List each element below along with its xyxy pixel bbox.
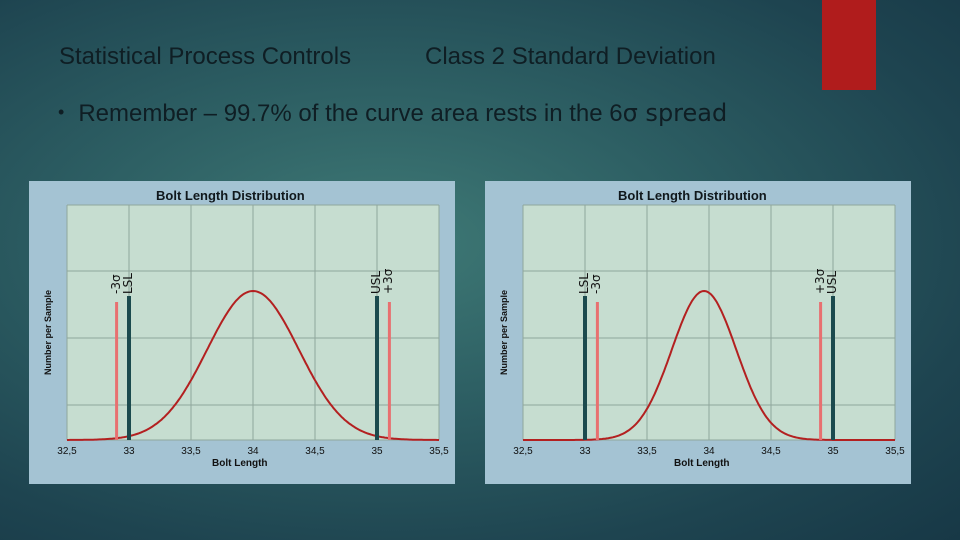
y-axis-label: Number per Sample [499,289,509,375]
slide-title-left: Statistical Process Controls [59,43,352,70]
sigma-label: -3σ [589,274,604,294]
x-tick-label: 33 [123,446,135,457]
y-axis-label: Number per Sample [43,289,53,375]
spec-limit-label: USL [825,270,839,294]
x-tick-label: 35 [371,446,383,457]
x-tick-label: 35,5 [429,446,449,457]
chart-title: Bolt Length Distribution [156,188,305,203]
bullet-text: Remember – 99.7% of the curve area rests… [78,100,623,127]
chart-right: Bolt Length Distribution Number per Samp… [485,181,911,484]
x-tick-label: 33,5 [181,446,201,457]
x-tick-label: 34,5 [761,446,781,457]
sigma-label: +3σ [381,268,396,294]
x-tick-label: 34 [247,446,259,457]
chart-left-plot [66,204,440,441]
x-tick-label: 32,5 [57,446,77,457]
x-tick-label: 35,5 [885,446,905,457]
bullet-sigma-text: σ spread [622,99,728,127]
x-tick-label: 35 [827,446,839,457]
bullet-point: • Remember – 99.7% of the curve area rest… [58,99,727,128]
x-tick-label: 34 [703,446,715,457]
chart-title: Bolt Length Distribution [618,188,767,203]
bullet-marker: • [58,102,65,122]
x-tick-label: 33 [579,446,591,457]
chart-right-plot [522,204,896,441]
x-axis-label: Bolt Length [674,458,730,469]
spec-limit-label: LSL [121,273,135,294]
x-tick-label: 32,5 [513,446,533,457]
accent-tab [822,0,876,90]
x-tick-label: 34,5 [305,446,325,457]
chart-left: Bolt Length Distribution Number per Samp… [29,181,455,484]
x-tick-label: 33,5 [637,446,657,457]
slide-title-right: Class 2 Standard Deviation [425,43,716,70]
x-axis-label: Bolt Length [212,458,268,469]
